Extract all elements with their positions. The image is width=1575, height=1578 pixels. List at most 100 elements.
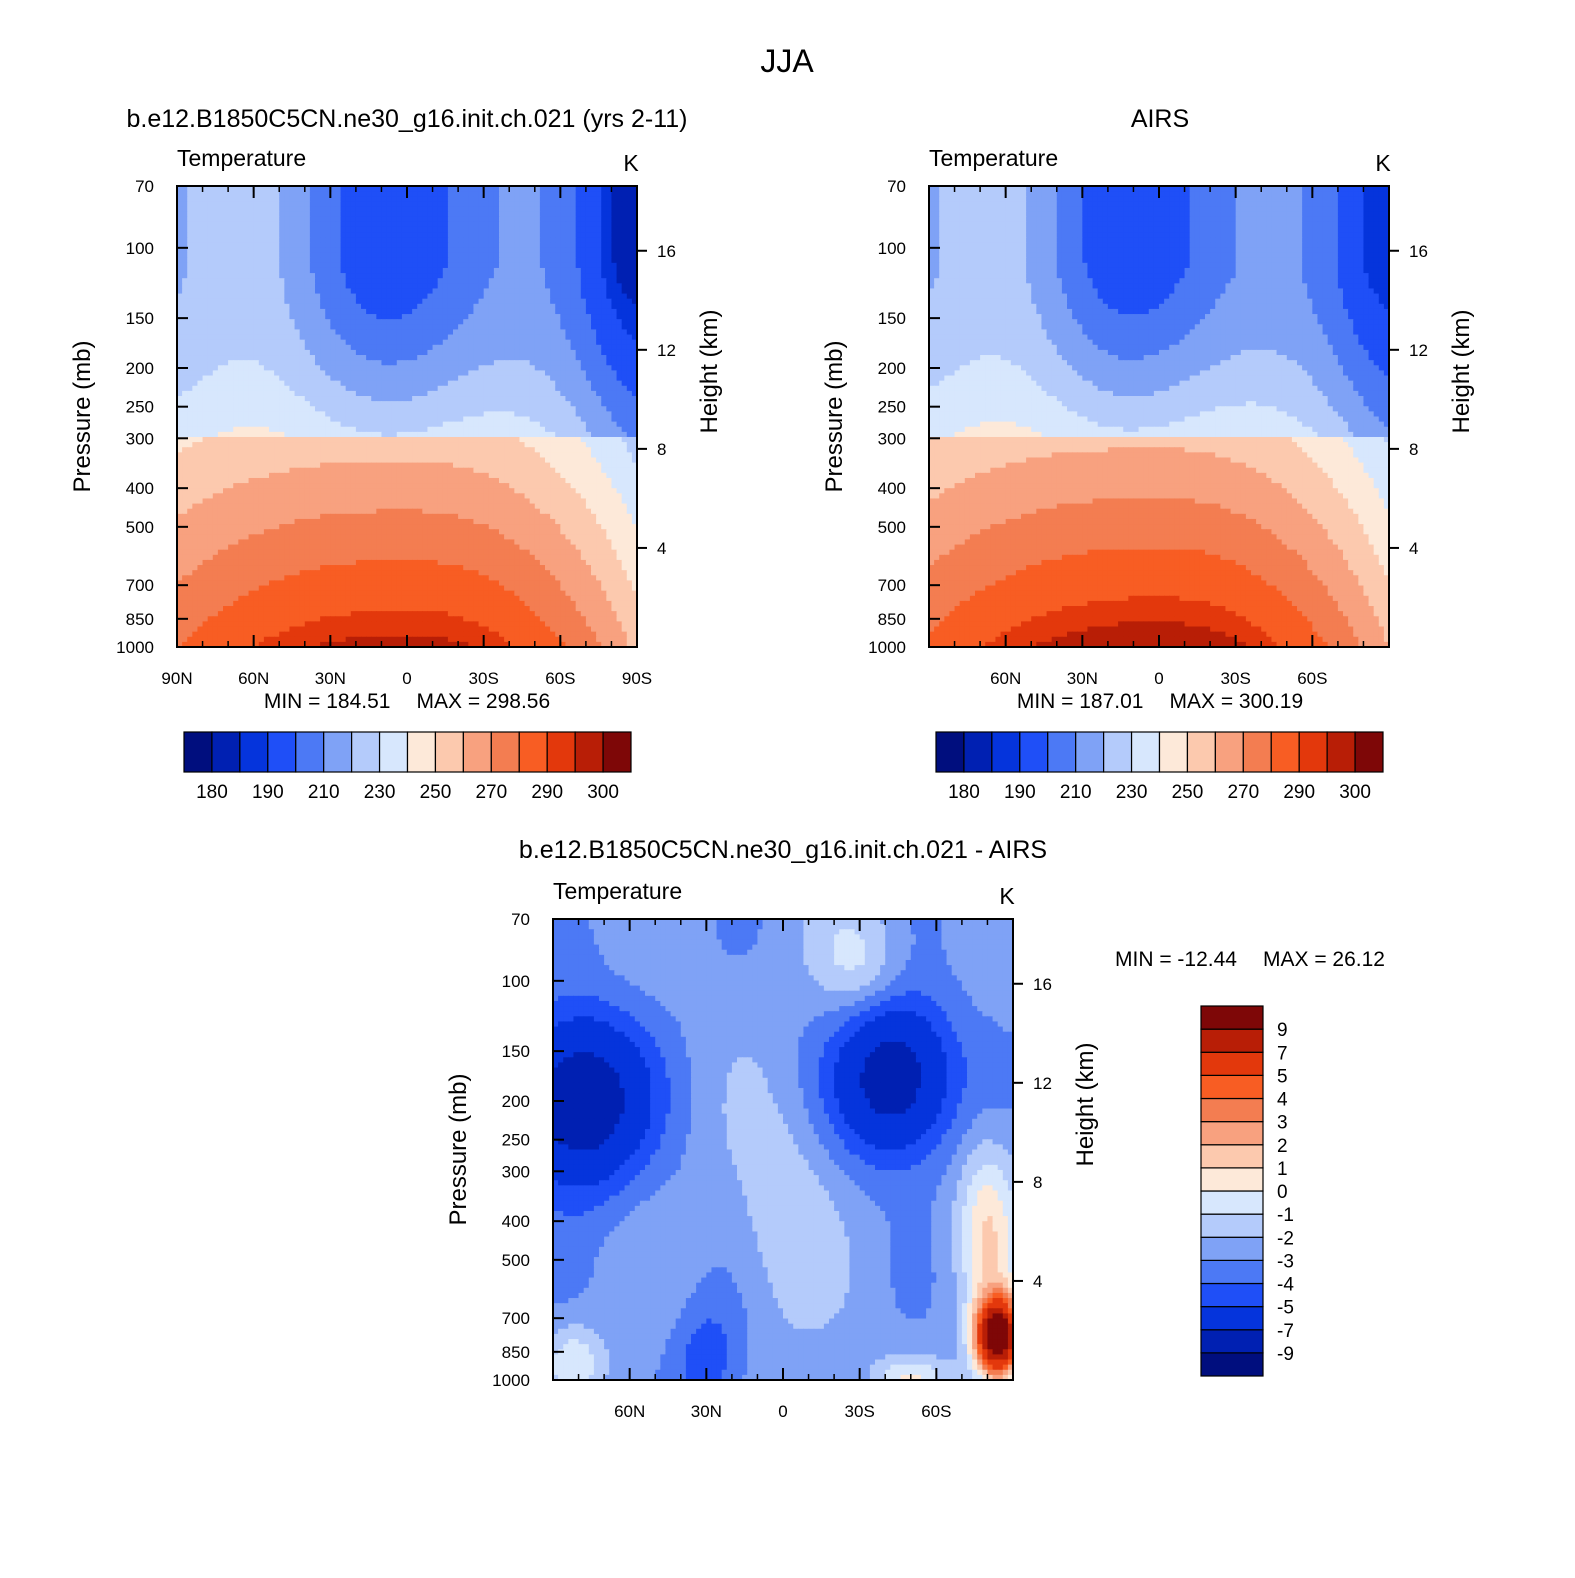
heatmap-cell — [203, 242, 209, 248]
heatmap-cell — [494, 232, 500, 238]
heatmap-cell — [427, 278, 433, 284]
heatmap-cell — [453, 253, 459, 259]
heatmap-cell — [356, 365, 362, 371]
heatmap-cell — [438, 212, 444, 218]
heatmap-cell — [351, 452, 357, 458]
heatmap-cell — [279, 299, 285, 305]
heatmap-cell — [238, 401, 244, 407]
heatmap-cell — [305, 217, 311, 223]
heatmap-cell — [540, 396, 546, 402]
heatmap-cell — [479, 406, 485, 412]
heatmap-cell — [519, 370, 525, 376]
heatmap-cell — [540, 247, 546, 253]
heatmap-cell — [182, 422, 188, 428]
heatmap-cell — [611, 350, 617, 356]
heatmap-cell — [218, 406, 224, 412]
heatmap-cell — [218, 319, 224, 325]
heatmap-cell — [489, 232, 495, 238]
heatmap-cell — [571, 401, 577, 407]
heatmap-cell — [289, 324, 295, 330]
heatmap-cell — [484, 396, 490, 402]
heatmap-cell — [509, 191, 515, 197]
heatmap-cell — [504, 427, 510, 433]
heatmap-cell — [213, 278, 219, 284]
heatmap-cell — [417, 217, 423, 223]
heatmap-cell — [433, 212, 439, 218]
heatmap-cell — [300, 288, 306, 294]
heatmap-cell — [458, 253, 464, 259]
heatmap-cell — [310, 468, 316, 474]
heatmap-cell — [606, 355, 612, 361]
heatmap-cell — [208, 360, 214, 366]
heatmap-cell — [484, 370, 490, 376]
heatmap-cell — [433, 360, 439, 366]
heatmap-cell — [330, 411, 336, 417]
heatmap-cell — [606, 381, 612, 387]
heatmap-cell — [545, 370, 551, 376]
heatmap-cell — [249, 329, 255, 335]
heatmap-cell — [494, 447, 500, 453]
heatmap-cell — [560, 386, 566, 392]
heatmap-cell — [591, 227, 597, 233]
heatmap-cell — [438, 201, 444, 207]
heatmap-cell — [433, 324, 439, 330]
heatmap-cell — [310, 411, 316, 417]
heatmap-cell — [356, 309, 362, 315]
heatmap-cell — [473, 411, 479, 417]
heatmap-cell — [249, 258, 255, 264]
heatmap-cell — [366, 206, 372, 212]
heatmap-cell — [203, 396, 209, 402]
heatmap-cell — [571, 278, 577, 284]
heatmap-cell — [576, 237, 582, 243]
heatmap-cell — [606, 396, 612, 402]
heatmap-cell — [366, 381, 372, 387]
heatmap-cell — [269, 283, 275, 289]
heatmap-cell — [218, 309, 224, 315]
heatmap-cell — [233, 309, 239, 315]
heatmap-cell — [601, 324, 607, 330]
heatmap-cell — [535, 452, 541, 458]
heatmap-cell — [228, 447, 234, 453]
heatmap-cell — [213, 360, 219, 366]
heatmap-cell — [218, 288, 224, 294]
heatmap-cell — [550, 381, 556, 387]
heatmap-cell — [525, 417, 531, 423]
heatmap-cell — [376, 217, 382, 223]
heatmap-cell — [545, 304, 551, 310]
heatmap-cell — [366, 196, 372, 202]
heatmap-cell — [458, 340, 464, 346]
heatmap-cell — [284, 258, 290, 264]
heatmap-cell — [269, 391, 275, 397]
heatmap-cell — [504, 437, 510, 443]
heatmap-cell — [274, 329, 280, 335]
heatmap-cell — [494, 340, 500, 346]
heatmap-cell — [555, 268, 561, 274]
heatmap-cell — [555, 263, 561, 269]
heatmap-cell — [387, 294, 393, 300]
heatmap-cell — [356, 273, 362, 279]
heatmap-cell — [300, 201, 306, 207]
heatmap-cell — [197, 417, 203, 423]
heatmap-cell — [560, 242, 566, 248]
heatmap-cell — [443, 253, 449, 259]
heatmap-cell — [284, 463, 290, 469]
heatmap-cell — [453, 411, 459, 417]
heatmap-cell — [387, 391, 393, 397]
heatmap-cell — [381, 376, 387, 382]
heatmap-cell — [243, 304, 249, 310]
heatmap-cell — [361, 442, 367, 448]
heatmap-cell — [433, 314, 439, 320]
heatmap-cell — [335, 381, 341, 387]
heatmap-cell — [315, 427, 321, 433]
heatmap-cell — [243, 237, 249, 243]
heatmap-cell — [305, 376, 311, 382]
heatmap-cell — [576, 212, 582, 218]
heatmap-cell — [489, 247, 495, 253]
heatmap-cell — [463, 191, 469, 197]
heatmap-cell — [484, 232, 490, 238]
heatmap-cell — [310, 447, 316, 453]
heatmap-cell — [489, 294, 495, 300]
heatmap-cell — [243, 283, 249, 289]
heatmap-cell — [412, 314, 418, 320]
heatmap-cell — [555, 242, 561, 248]
